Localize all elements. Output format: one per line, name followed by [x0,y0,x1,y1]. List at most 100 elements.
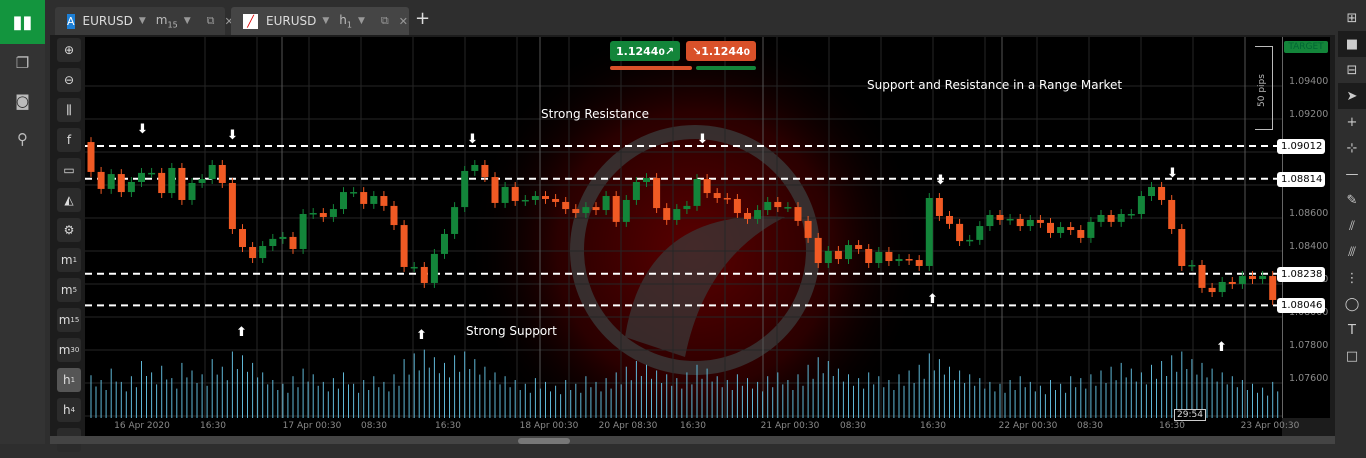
bearish-candle [905,259,913,261]
time-tick: 22 Apr 00:30 [998,421,1058,431]
volume-bar [762,391,764,418]
chart-settings-icon[interactable]: ⚙ [57,218,81,242]
level-price-label[interactable]: 1.08814 [1277,171,1325,187]
rectangle-icon[interactable]: □ [1345,348,1359,364]
timeframe-button[interactable]: m 15 [57,308,81,332]
pips-ruler [1255,46,1273,130]
close-icon[interactable]: ✕ [224,14,234,28]
volume-bar [661,383,663,418]
zoom-in-icon[interactable]: ⊕ [57,38,81,62]
close-icon[interactable]: ✕ [398,14,408,28]
tab-timeframe[interactable]: h1 [339,12,352,30]
price-chart[interactable] [85,37,1282,418]
chevron-down-icon[interactable]: ▼ [322,16,330,26]
arrow-up-icon: ⬆ [1216,339,1227,355]
timeframe-button[interactable]: m 30 [57,338,81,362]
volume-bar [130,376,132,418]
bullish-candle [764,201,772,211]
template-icon[interactable]: ◭ [57,188,81,212]
analyze-icon[interactable]: ⚲ [17,130,28,148]
bearish-candle [491,177,499,203]
volume-bar [494,372,496,418]
time-tick: 16:30 [920,421,946,431]
volume-bar [141,361,142,418]
bearish-candle [1107,214,1115,222]
chevron-down-icon[interactable]: ▼ [138,16,146,26]
volume-bar [913,383,915,418]
volume-bar [201,374,203,418]
level-price-label[interactable]: 1.09012 [1277,139,1325,155]
volume-bar [267,384,269,418]
popout-icon[interactable]: ⧉ [206,14,215,27]
bearish-candle [420,266,428,283]
text-icon[interactable]: T [1348,322,1356,338]
arrow-down-icon: ⬇ [935,173,946,188]
new-tab-button[interactable]: + [415,8,431,29]
buy-button[interactable]: ↘ 1.12440 [686,41,756,61]
bearish-candle [703,179,711,194]
level-price-label[interactable]: 1.08238 [1277,266,1325,282]
volume-bar [686,372,688,418]
popout-icon[interactable]: ⧉ [380,14,389,27]
bearish-candle [218,164,226,183]
bearish-candle [481,164,489,178]
time-axis[interactable]: 16 Apr 2020 16:30 17 Apr 00:30 08:30 16:30 18… [85,418,1299,436]
fibonacci-icon[interactable]: ⫽ [1349,218,1355,234]
facebook-icon[interactable]: f [57,128,81,152]
volume-bar [822,373,824,418]
bullish-candle [754,210,762,219]
sell-button[interactable]: 1.12440 ↗ [610,41,680,61]
tab-timeframe[interactable]: m15 [155,12,178,30]
bullish-candle [693,179,701,206]
robot-icon[interactable]: ◙ [15,92,30,110]
time-tick: 08:30 [1077,421,1103,431]
horizontal-scrollbar[interactable] [50,436,1335,444]
zoom-out-icon[interactable]: ⊖ [57,68,81,92]
volume-bar [812,378,814,418]
parallel-lines-icon[interactable]: ⫻ [1348,244,1356,260]
volume-bar [1090,374,1092,418]
crosshair-icon[interactable]: + [1346,114,1358,130]
volume-bar [454,355,456,418]
tab-eurusd-m15[interactable]: A EURUSD ▼ m15 ▼ ⧉ ✕ [55,7,234,35]
chart-type-icon[interactable]: ⫼ [57,98,81,122]
volume-bar [620,384,622,418]
volume-bar [827,361,829,418]
volume-bar [1080,378,1082,418]
ellipse-icon[interactable]: ◯ [1344,296,1360,312]
layout-icon[interactable]: ⊞ [1346,10,1358,26]
bullish-candle [1057,227,1065,233]
arrow-down-icon: ⬇ [467,131,478,147]
time-tick: 08:30 [361,421,387,431]
volume-bar [630,380,632,418]
crosshair-box-icon[interactable]: ⊹ [1346,140,1358,156]
volume-bar [125,391,127,418]
copy-icon[interactable]: ❐ [15,54,30,72]
scrollbar-thumb[interactable] [518,438,570,444]
volume-bar [792,390,794,418]
cursor-icon[interactable]: ➤ [1338,83,1366,109]
pencil-icon[interactable]: ✎ [1346,192,1358,208]
split-layout-icon[interactable]: ⊟ [1346,62,1358,78]
grid-f-icon[interactable]: ⋮ [1345,270,1359,286]
candlestick-chart-icon[interactable]: ▮▮ [0,0,45,44]
bearish-candle [733,198,741,214]
tab-eurusd-h1[interactable]: ╱ EURUSD ▼ h1 ▼ ⧉ ✕ [231,7,409,35]
horizontal-line-icon[interactable]: — [1345,166,1359,182]
chevron-down-icon[interactable]: ▼ [357,16,365,26]
level-price-label[interactable]: 1.08046 [1277,298,1325,314]
chevron-down-icon[interactable]: ▼ [183,16,191,26]
volume-bar [969,374,971,418]
robot-icon[interactable]: ▭ [57,158,81,182]
bearish-candle [865,248,873,264]
price-axis[interactable]: 1.094001.092001.086001.084001.082001.080… [1277,37,1330,418]
single-layout-icon[interactable]: ■ [1338,31,1366,57]
bullish-candle [299,214,307,249]
bullish-candle [269,238,277,247]
bearish-candle [794,207,802,221]
time-tick: 16:30 [200,421,226,431]
